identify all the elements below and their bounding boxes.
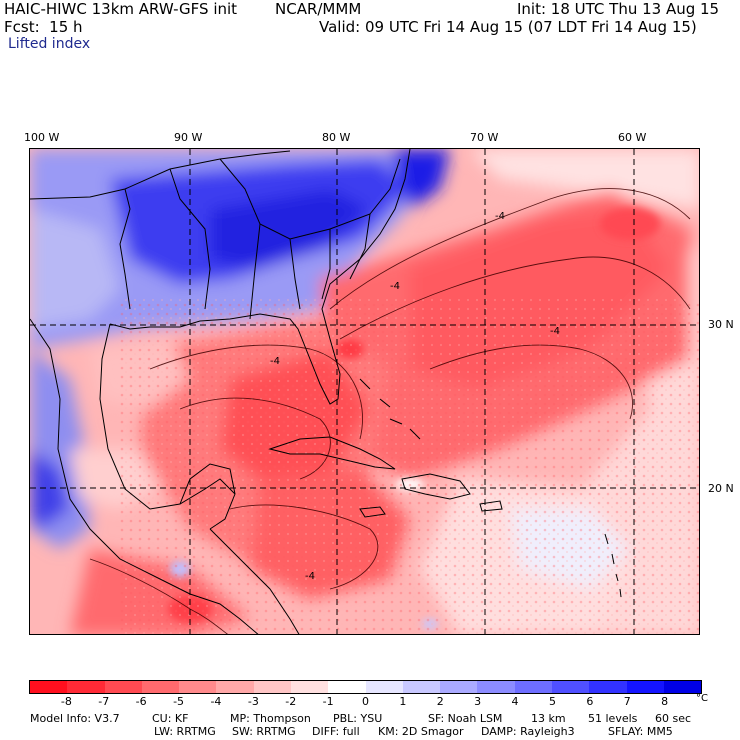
colorbar-tick-label: 0 <box>362 695 369 708</box>
footer-sf: SF: Noah LSM <box>428 712 503 725</box>
colorbar-swatch <box>551 681 590 693</box>
footer-sw: SW: RRTMG <box>232 725 296 738</box>
map-canvas: -4 -4 -4 -4 -4 <box>30 149 699 634</box>
colorbar-swatch <box>67 681 105 693</box>
colorbar-unit: °C <box>696 693 708 704</box>
contour-label: -4 <box>270 356 280 367</box>
field-name: Lifted index <box>8 36 91 52</box>
footer-pbl: PBL: YSU <box>333 712 383 725</box>
colorbar-swatch <box>514 681 552 693</box>
colorbar-tick-label: 3 <box>474 695 482 708</box>
lifted-index-map: -4 -4 -4 -4 -4 <box>29 148 700 635</box>
contour-label: -4 <box>305 571 315 582</box>
model-title: HAIC-HIWC 13km ARW-GFS init <box>4 0 238 18</box>
colorbar-tick-label: 7 <box>623 695 631 708</box>
contour-label: -4 <box>495 211 505 222</box>
colorbar-swatch <box>179 681 217 693</box>
valid-time: Valid: 09 UTC Fri 14 Aug 15 (07 LDT Fri … <box>319 18 697 36</box>
footer-cu: CU: KF <box>152 712 189 725</box>
colorbar-tick-label: -8 <box>60 695 72 708</box>
lon-label-60w: 60 W <box>618 131 647 144</box>
coastlines <box>30 149 622 634</box>
colorbar-tick-label: 8 <box>661 695 669 708</box>
colorbar-swatch <box>477 681 515 693</box>
footer-diff: DIFF: full <box>312 725 360 738</box>
lat-label-30n: 30 N <box>708 318 734 331</box>
footer-sflay: SFLAY: MM5 <box>608 725 673 738</box>
contour-labels: -4 -4 -4 -4 -4 <box>270 211 560 582</box>
graticule <box>30 149 699 634</box>
lon-label-80w: 80 W <box>322 131 351 144</box>
forecast-hour: Fcst: 15 h <box>4 18 83 36</box>
colorbar-swatch <box>30 681 68 693</box>
init-time: Init: 18 UTC Thu 13 Aug 15 <box>517 0 720 18</box>
footer-mp: MP: Thompson <box>230 712 311 725</box>
contours <box>89 188 691 634</box>
colorbar-tick-label: -3 <box>247 695 259 708</box>
footer-km: KM: 2D Smagor <box>378 725 464 738</box>
colorbar-tick-label: -4 <box>210 695 222 708</box>
colorbar-tick-label: 1 <box>399 695 407 708</box>
colorbar-tick-label: -2 <box>285 695 297 708</box>
colorbar-swatch <box>141 681 180 693</box>
lon-label-70w: 70 W <box>470 131 499 144</box>
field-texture <box>120 299 699 634</box>
footer-dt: 60 sec <box>655 712 692 725</box>
colorbar-swatch <box>328 681 366 693</box>
lon-label-90w: 90 W <box>174 131 203 144</box>
colorbar-swatch <box>253 681 291 693</box>
colorbar-tick-label: 2 <box>436 695 444 708</box>
colorbar-tick-label: -6 <box>135 695 147 708</box>
colorbar-swatch <box>290 681 329 693</box>
lon-label-100w: 100 W <box>24 131 60 144</box>
colorbar-swatch <box>104 681 142 693</box>
colorbar-swatch <box>402 681 441 693</box>
contour-label: -4 <box>390 281 400 292</box>
colorbar-tick-label: 4 <box>511 695 519 708</box>
colorbar-swatch <box>440 681 478 693</box>
colorbar <box>29 680 702 694</box>
colorbar-swatch <box>589 681 627 693</box>
colorbar-swatch <box>216 681 254 693</box>
colorbar-swatch <box>365 681 403 693</box>
footer-res: 13 km <box>531 712 566 725</box>
colorbar-tick-label: 5 <box>548 695 556 708</box>
footer-damp: DAMP: Rayleigh3 <box>481 725 575 738</box>
colorbar-tick-label: 6 <box>586 695 594 708</box>
footer-lw: LW: RRTMG <box>154 725 216 738</box>
colorbar-swatch <box>663 681 702 693</box>
footer-model-info: Model Info: V3.7 <box>30 712 120 725</box>
org-label: NCAR/MMM <box>275 0 362 18</box>
colorbar-swatch <box>626 681 664 693</box>
colorbar-tick-label: -7 <box>98 695 110 708</box>
colorbar-tick-label: -5 <box>173 695 185 708</box>
contour-label: -4 <box>550 326 560 337</box>
lat-label-20n: 20 N <box>708 482 734 495</box>
colorbar-tick-label: -1 <box>322 695 334 708</box>
footer-levels: 51 levels <box>588 712 638 725</box>
